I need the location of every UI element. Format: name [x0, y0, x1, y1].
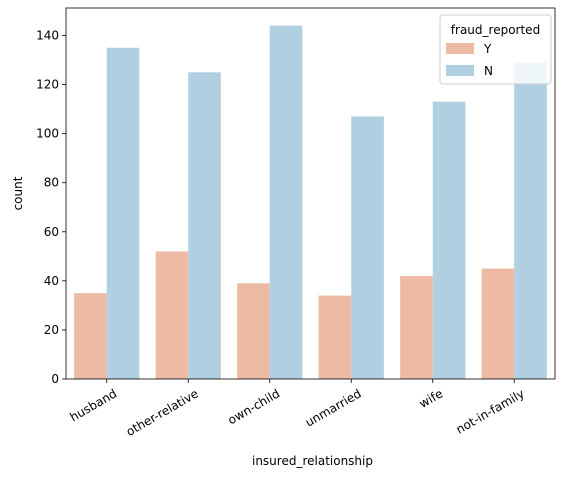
bar-y-wife	[400, 275, 433, 379]
x-tick-label-own-child: own-child	[225, 386, 282, 427]
legend-swatch-n	[446, 65, 474, 76]
legend: fraud_reported Y N	[439, 14, 552, 85]
bar-y-other-relative	[155, 251, 189, 379]
bar-y-unmarried	[318, 295, 352, 379]
x-axis: husband other-relative own-child unmarried w…	[68, 379, 527, 439]
y-tick-label: 140	[36, 28, 59, 42]
y-tick-label: 60	[44, 225, 59, 239]
x-tick-label-husband: husband	[68, 386, 120, 424]
legend-label-y: Y	[483, 42, 492, 56]
bar-y-own-child	[237, 283, 270, 379]
y-axis: 0 20 40 60 80 100 120 140	[36, 28, 66, 386]
legend-title: fraud_reported	[451, 23, 540, 37]
y-tick-label: 120	[36, 78, 59, 92]
bar-n-unmarried	[351, 116, 384, 379]
bar-y-husband	[74, 293, 107, 379]
plot-area	[74, 25, 547, 380]
bar-n-wife	[432, 101, 466, 380]
bar-n-own-child	[269, 25, 303, 380]
y-tick-label: 80	[44, 176, 59, 190]
y-axis-label: count	[11, 176, 25, 210]
x-tick-label-not-in-family: not-in-family	[454, 386, 527, 436]
x-tick-label-unmarried: unmarried	[303, 386, 364, 429]
x-tick-label-other-relative: other-relative	[124, 386, 201, 439]
x-axis-label: insured_relationship	[252, 454, 373, 468]
legend-label-n: N	[484, 64, 493, 78]
bar-n-other-relative	[188, 72, 221, 379]
x-tick-label-wife: wife	[417, 386, 445, 411]
y-tick-label: 100	[36, 127, 59, 141]
bar-n-not-in-family	[514, 62, 547, 379]
y-tick-label: 40	[44, 274, 59, 288]
y-tick-label: 20	[44, 323, 59, 337]
plot-frame	[65, 7, 556, 380]
y-tick-label: 0	[51, 372, 59, 386]
bar-y-not-in-family	[481, 268, 515, 379]
bar-n-husband	[106, 47, 140, 379]
legend-swatch-y	[446, 43, 474, 54]
